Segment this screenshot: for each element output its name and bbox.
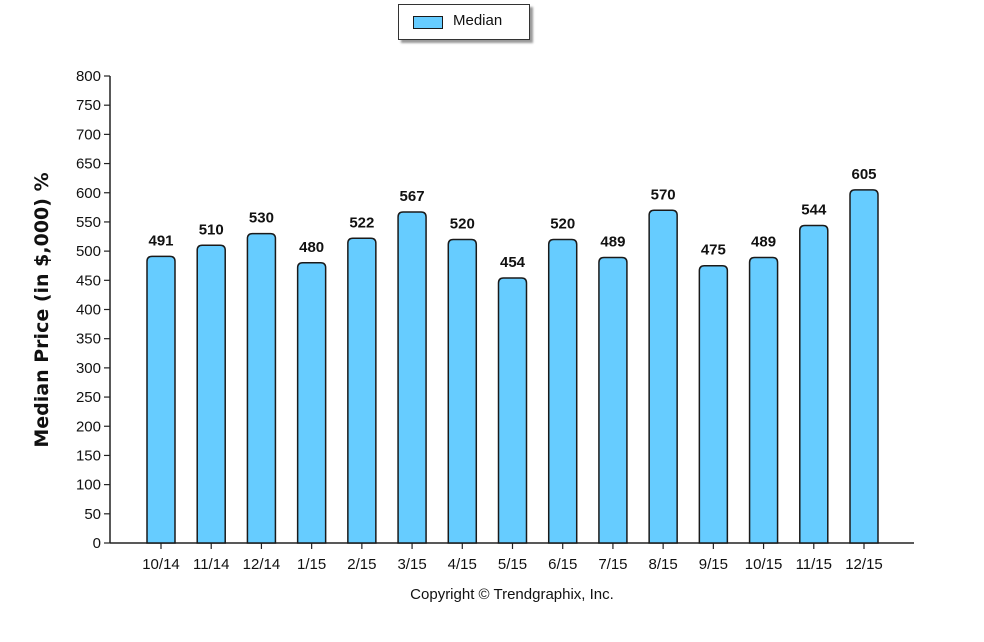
y-tick-label: 300 xyxy=(76,360,101,377)
bar xyxy=(397,211,427,544)
bar-value-label: 605 xyxy=(851,166,876,183)
bar xyxy=(196,244,226,544)
y-tick-label: 750 xyxy=(76,97,101,114)
y-tick-label: 600 xyxy=(76,185,101,202)
x-tick-label: 3/15 xyxy=(397,556,426,573)
x-tick-label: 10/15 xyxy=(745,556,783,573)
x-tick-label: 9/15 xyxy=(699,556,728,573)
x-tick-label: 7/15 xyxy=(598,556,627,573)
y-tick-label: 150 xyxy=(76,447,101,464)
x-tick-label: 5/15 xyxy=(498,556,527,573)
bar xyxy=(296,262,327,544)
y-tick-label: 200 xyxy=(76,418,101,435)
bar-value-label: 510 xyxy=(199,221,224,238)
bar xyxy=(497,277,528,544)
bar xyxy=(246,232,277,544)
axes: 0 50 100 150 200 250 300 350 400 450 500 550 600 650 7… xyxy=(76,68,914,573)
legend: Median xyxy=(398,4,530,40)
bar-value-label: 522 xyxy=(349,214,374,231)
y-tick-label: 700 xyxy=(76,126,101,143)
x-tick-label: 12/14 xyxy=(243,556,281,573)
bar-value-label: 520 xyxy=(450,215,475,232)
x-tick-label: 2/15 xyxy=(347,556,376,573)
bar-value-label: 520 xyxy=(550,215,575,232)
copyright-text: Copyright © Trendgraphix, Inc. xyxy=(410,586,614,603)
bar xyxy=(698,264,729,544)
bar xyxy=(648,209,678,544)
x-tick-label: 10/14 xyxy=(142,556,180,573)
x-tick-label: 1/15 xyxy=(297,556,326,573)
y-tick-label: 250 xyxy=(76,389,101,406)
bar xyxy=(598,256,628,544)
bar-value-label: 454 xyxy=(500,254,526,271)
bar xyxy=(547,238,578,544)
y-tick-label: 400 xyxy=(76,302,101,319)
bar-value-label: 567 xyxy=(400,188,425,205)
x-tick-label: 11/15 xyxy=(796,556,832,573)
y-tick-label: 550 xyxy=(76,214,101,231)
y-tick-label: 50 xyxy=(84,506,101,523)
bar xyxy=(748,256,779,544)
x-tick-label: 4/15 xyxy=(448,556,477,573)
y-tick-label: 650 xyxy=(76,156,101,173)
x-tick-label: 6/15 xyxy=(548,556,577,573)
bar-value-label: 489 xyxy=(751,234,776,251)
bars xyxy=(146,189,879,544)
bar xyxy=(347,237,377,544)
y-tick-label: 350 xyxy=(76,331,101,348)
bar-value-label: 570 xyxy=(651,186,676,203)
y-tick-label: 500 xyxy=(76,243,101,260)
y-tick-label: 800 xyxy=(76,68,101,85)
bar-value-label: 530 xyxy=(249,210,274,227)
data-labels: 491 510 530 480 522 567 520 454 520 489 570 475 489 5… xyxy=(148,166,876,271)
y-tick-label: 100 xyxy=(76,477,101,494)
bar xyxy=(799,224,829,544)
bar-value-label: 491 xyxy=(148,232,173,249)
bar-value-label: 480 xyxy=(299,239,324,256)
bar xyxy=(146,255,176,544)
bar xyxy=(447,238,478,544)
y-tick-label: 0 xyxy=(93,535,101,552)
legend-label: Median xyxy=(453,12,503,29)
bar-value-label: 475 xyxy=(701,242,726,259)
x-tick-label: 12/15 xyxy=(845,556,883,573)
bar-value-label: 544 xyxy=(801,201,827,218)
x-tick-label: 8/15 xyxy=(649,556,678,573)
legend-swatch xyxy=(413,16,443,29)
x-tick-label: 11/14 xyxy=(193,556,229,573)
y-tick-label: 450 xyxy=(76,272,101,289)
bar xyxy=(849,189,879,544)
bar-value-label: 489 xyxy=(600,234,625,251)
